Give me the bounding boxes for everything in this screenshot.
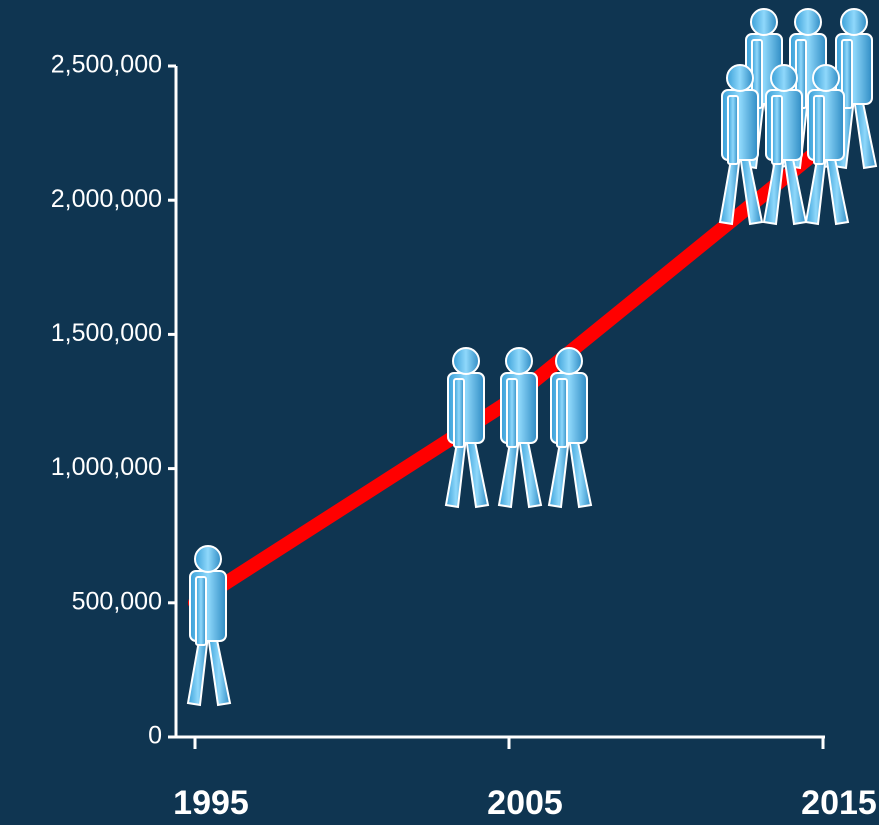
y-tick-label: 0 bbox=[148, 722, 162, 750]
y-tick-label: 2,500,000 bbox=[51, 51, 162, 79]
y-tick-label: 1,000,000 bbox=[51, 453, 162, 481]
person-icon bbox=[446, 348, 488, 507]
x-tick-label: 2015 bbox=[801, 784, 877, 822]
y-tick-label: 2,000,000 bbox=[51, 185, 162, 213]
pictograms bbox=[188, 9, 876, 705]
x-tick-label: 2005 bbox=[487, 784, 563, 822]
x-tick-label: 1995 bbox=[173, 784, 249, 822]
y-tick-label: 500,000 bbox=[72, 587, 162, 615]
person-icon bbox=[188, 546, 230, 705]
y-tick-label: 1,500,000 bbox=[51, 319, 162, 347]
